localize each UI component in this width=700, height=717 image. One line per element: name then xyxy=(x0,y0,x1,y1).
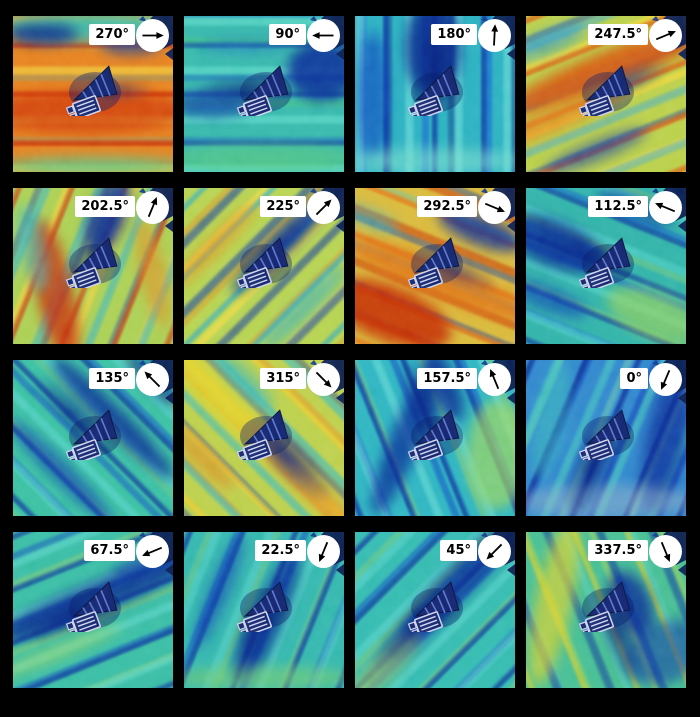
direction-label: 90° xyxy=(269,24,306,45)
compass-circle xyxy=(307,535,340,568)
panel-270deg: 270° xyxy=(13,16,173,172)
panel-67.5deg: 67.5° xyxy=(13,532,173,688)
panel-135deg: 135° xyxy=(13,360,173,516)
direction-label: 247.5° xyxy=(588,24,648,45)
compass-arrow-icon xyxy=(486,543,503,560)
panel-337.5deg: 337.5° xyxy=(526,532,686,688)
panel-157.5deg: 157.5° xyxy=(355,360,515,516)
compass-circle xyxy=(136,363,169,396)
panel-45deg: 45° xyxy=(355,532,515,688)
direction-label: 157.5° xyxy=(417,368,477,389)
compass-circle xyxy=(649,535,682,568)
panel-202.5deg: 202.5° xyxy=(13,188,173,344)
panel-112.5deg: 112.5° xyxy=(526,188,686,344)
compass-arrow-icon xyxy=(312,32,334,39)
panel-225deg: 225° xyxy=(184,188,344,344)
direction-label: 180° xyxy=(431,24,477,45)
direction-label: 315° xyxy=(260,368,306,389)
compass-arrow-icon xyxy=(660,541,671,562)
direction-label: 45° xyxy=(440,540,477,561)
compass-arrow-icon xyxy=(142,32,164,39)
compass-arrow-icon xyxy=(315,199,332,216)
compass-circle xyxy=(649,19,682,52)
direction-label: 270° xyxy=(89,24,135,45)
compass-circle xyxy=(478,19,511,52)
compass-arrow-icon xyxy=(318,541,329,562)
compass-circle xyxy=(307,191,340,224)
compass-circle xyxy=(478,363,511,396)
direction-label: 292.5° xyxy=(417,196,477,217)
compass-arrow-icon xyxy=(655,202,676,213)
panel-180deg: 180° xyxy=(355,16,515,172)
compass-circle xyxy=(478,535,511,568)
direction-label: 112.5° xyxy=(588,196,648,217)
compass-circle xyxy=(649,363,682,396)
compass-circle xyxy=(307,363,340,396)
compass-circle xyxy=(307,19,340,52)
direction-label: 225° xyxy=(260,196,306,217)
panel-90deg: 90° xyxy=(184,16,344,172)
panel-247.5deg: 247.5° xyxy=(526,16,686,172)
panel-292.5deg: 292.5° xyxy=(355,188,515,344)
compass-arrow-icon xyxy=(142,546,163,557)
compass-arrow-icon xyxy=(491,24,499,46)
panel-22.5deg: 22.5° xyxy=(184,532,344,688)
compass-arrow-icon xyxy=(315,371,332,388)
direction-label: 202.5° xyxy=(75,196,135,217)
compass-circle xyxy=(136,19,169,52)
direction-label: 0° xyxy=(620,368,648,389)
direction-label: 337.5° xyxy=(588,540,648,561)
compass-circle xyxy=(478,191,511,224)
panel-0deg: 0° xyxy=(526,360,686,516)
compass-arrow-icon xyxy=(660,369,671,390)
compass-arrow-icon xyxy=(489,369,500,390)
direction-label: 22.5° xyxy=(255,540,306,561)
compass-arrow-icon xyxy=(484,202,505,213)
compass-arrow-icon xyxy=(655,30,676,41)
panel-315deg: 315° xyxy=(184,360,344,516)
compass-circle xyxy=(649,191,682,224)
compass-circle xyxy=(136,191,169,224)
compass-arrow-icon xyxy=(144,371,161,388)
direction-label: 67.5° xyxy=(84,540,135,561)
compass-circle xyxy=(136,535,169,568)
compass-arrow-icon xyxy=(147,197,158,218)
direction-label: 135° xyxy=(89,368,135,389)
